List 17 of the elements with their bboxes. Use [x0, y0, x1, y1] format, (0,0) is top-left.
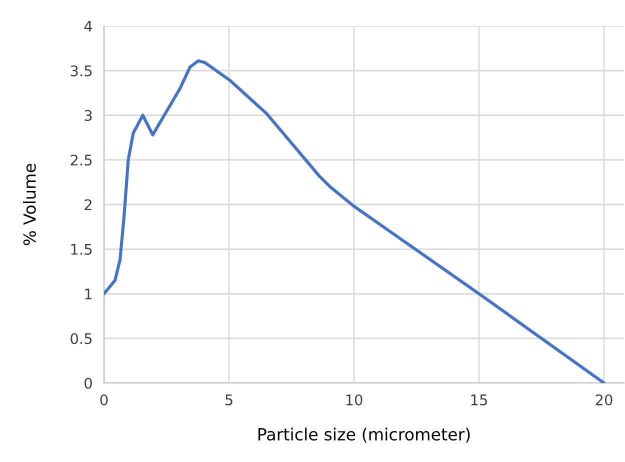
y-tick-label: 2.5: [70, 154, 92, 166]
y-tick-label: 3.5: [70, 65, 92, 76]
y-axis-title: % Volume: [23, 164, 36, 246]
x-tick-label: 10: [346, 394, 362, 406]
x-tick-label: 0: [100, 394, 108, 406]
x-tick-label: 20: [596, 394, 612, 406]
y-tick-label: 3: [84, 110, 92, 121]
x-tick-label: 15: [471, 394, 488, 406]
y-tick-label: 2: [84, 199, 92, 210]
line-series: [104, 59, 606, 383]
y-tick-label: 0: [84, 378, 92, 389]
y-tick-label: 1.5: [71, 244, 92, 255]
y-tick-label: 1: [85, 288, 92, 300]
x-axis-title: Particle size (micrometer): [258, 428, 470, 443]
y-tick-label: 0.5: [70, 333, 92, 344]
y-tick-label: 4: [84, 20, 92, 32]
x-tick-label: 5: [225, 394, 232, 406]
